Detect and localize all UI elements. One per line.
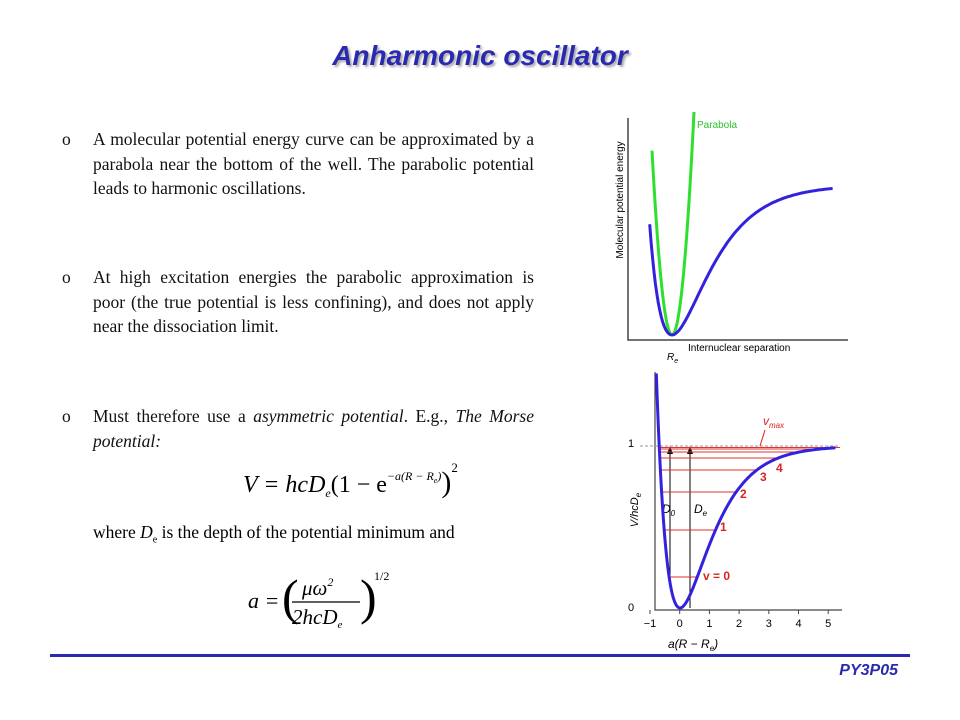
bullet-text: A molecular potential energy curve can b… — [93, 129, 534, 198]
de-label: De — [694, 502, 708, 518]
vmax-pointer — [759, 429, 766, 447]
text: V/hcD — [629, 497, 641, 527]
y-tick-label: 0 — [628, 602, 634, 614]
formula-part: V = hcD — [243, 472, 325, 498]
where-text: where De is the depth of the potential m… — [93, 520, 534, 553]
formula-part: a = — [248, 588, 279, 613]
bullet-text: asymmetric potential — [253, 406, 404, 426]
text: D — [694, 502, 703, 516]
text: a(R − R — [668, 637, 710, 651]
text: R — [667, 352, 674, 363]
footer: PY3P05 — [839, 662, 898, 679]
bullet-text: . E.g., — [403, 406, 456, 426]
text: e — [634, 492, 643, 497]
x-mark: Re — [667, 352, 678, 365]
x-tick-label: 0 — [677, 618, 683, 630]
bullet-text: At high excitation energies the paraboli… — [93, 267, 534, 336]
text: where — [93, 522, 141, 542]
bullet: o Must therefore use a asymmetric potenti… — [62, 404, 534, 453]
footer-rule — [50, 654, 910, 657]
y-tick-label: 1 — [628, 438, 634, 450]
formula-part: 2hcDe — [292, 605, 343, 631]
formula-part: μω2 — [301, 575, 333, 600]
vmax-label: vmax — [763, 414, 785, 430]
formula-part: ) — [436, 469, 441, 483]
formula-part: 2 — [451, 460, 458, 475]
x-tick-label: 1 — [706, 618, 712, 630]
formula-part: e — [338, 619, 343, 631]
paren: ) — [360, 569, 377, 625]
x-tick-label: 3 — [766, 618, 772, 630]
x-label: Internuclear separation — [688, 343, 790, 354]
morse-curve — [648, 186, 833, 337]
text: 0 — [671, 509, 676, 518]
legend: Parabola — [697, 120, 737, 131]
d0-label: D0 — [662, 502, 676, 518]
axes — [654, 372, 842, 611]
text: D — [140, 522, 153, 542]
x-tick-label: 4 — [795, 618, 801, 630]
formula-part: −a(R − R — [387, 469, 435, 483]
level-label: 1 — [720, 520, 727, 534]
text: e — [152, 534, 158, 546]
text: v — [763, 414, 770, 428]
formula-part: μω — [301, 576, 327, 600]
bullet-marker: o — [62, 129, 71, 149]
x-tick-label: 5 — [825, 618, 831, 630]
formula-part: e — [325, 486, 331, 500]
x-label: a(R − Re) — [668, 637, 718, 653]
text: is the depth of the potential minimum an… — [157, 522, 455, 542]
y-label: Molecular potential energy — [615, 141, 626, 258]
text: D — [662, 502, 671, 516]
axes — [627, 118, 848, 341]
figure-1: Parabola Molecular potential energy Inte… — [615, 111, 848, 365]
formula: V = hcDe(1 − e−a(R − Re))2 — [243, 460, 458, 500]
y-label: V/hcDe — [629, 492, 643, 527]
bullet: o A molecular potential energy curve can … — [62, 127, 534, 201]
x-tick-label: 2 — [736, 618, 742, 630]
formula-part: ) — [441, 466, 451, 499]
text: e — [674, 358, 678, 365]
text: e — [703, 509, 708, 518]
level-label: 3 — [760, 470, 767, 484]
formula-part: 2 — [327, 575, 333, 589]
formula-part: 2hcD — [292, 605, 338, 629]
bullet-marker: o — [62, 406, 71, 426]
title: Anharmonic oscillator — [332, 40, 628, 71]
x-tick-label: −1 — [644, 618, 657, 630]
figure-2: 1 0 V/hcDe a(R − Re) D0 De vmax v = 0123… — [628, 372, 842, 653]
text: max — [769, 421, 785, 430]
formula-part: 1/2 — [374, 569, 389, 583]
morse-curve — [654, 373, 836, 610]
text: ) — [712, 637, 718, 651]
bullet-text: Must therefore use a — [93, 406, 254, 426]
formula-part: (1 − e — [331, 472, 387, 498]
level-label: v = 0 — [703, 569, 730, 583]
paren: ( — [282, 569, 299, 625]
text: e — [710, 644, 715, 653]
bullet: o At high excitation energies the parabol… — [62, 265, 534, 339]
bullet-marker: o — [62, 267, 71, 287]
level-label: 4 — [776, 461, 783, 475]
bullet-text: The Morse potential: — [93, 406, 534, 451]
level-label: 2 — [740, 487, 747, 501]
formula-part: e — [434, 476, 438, 485]
